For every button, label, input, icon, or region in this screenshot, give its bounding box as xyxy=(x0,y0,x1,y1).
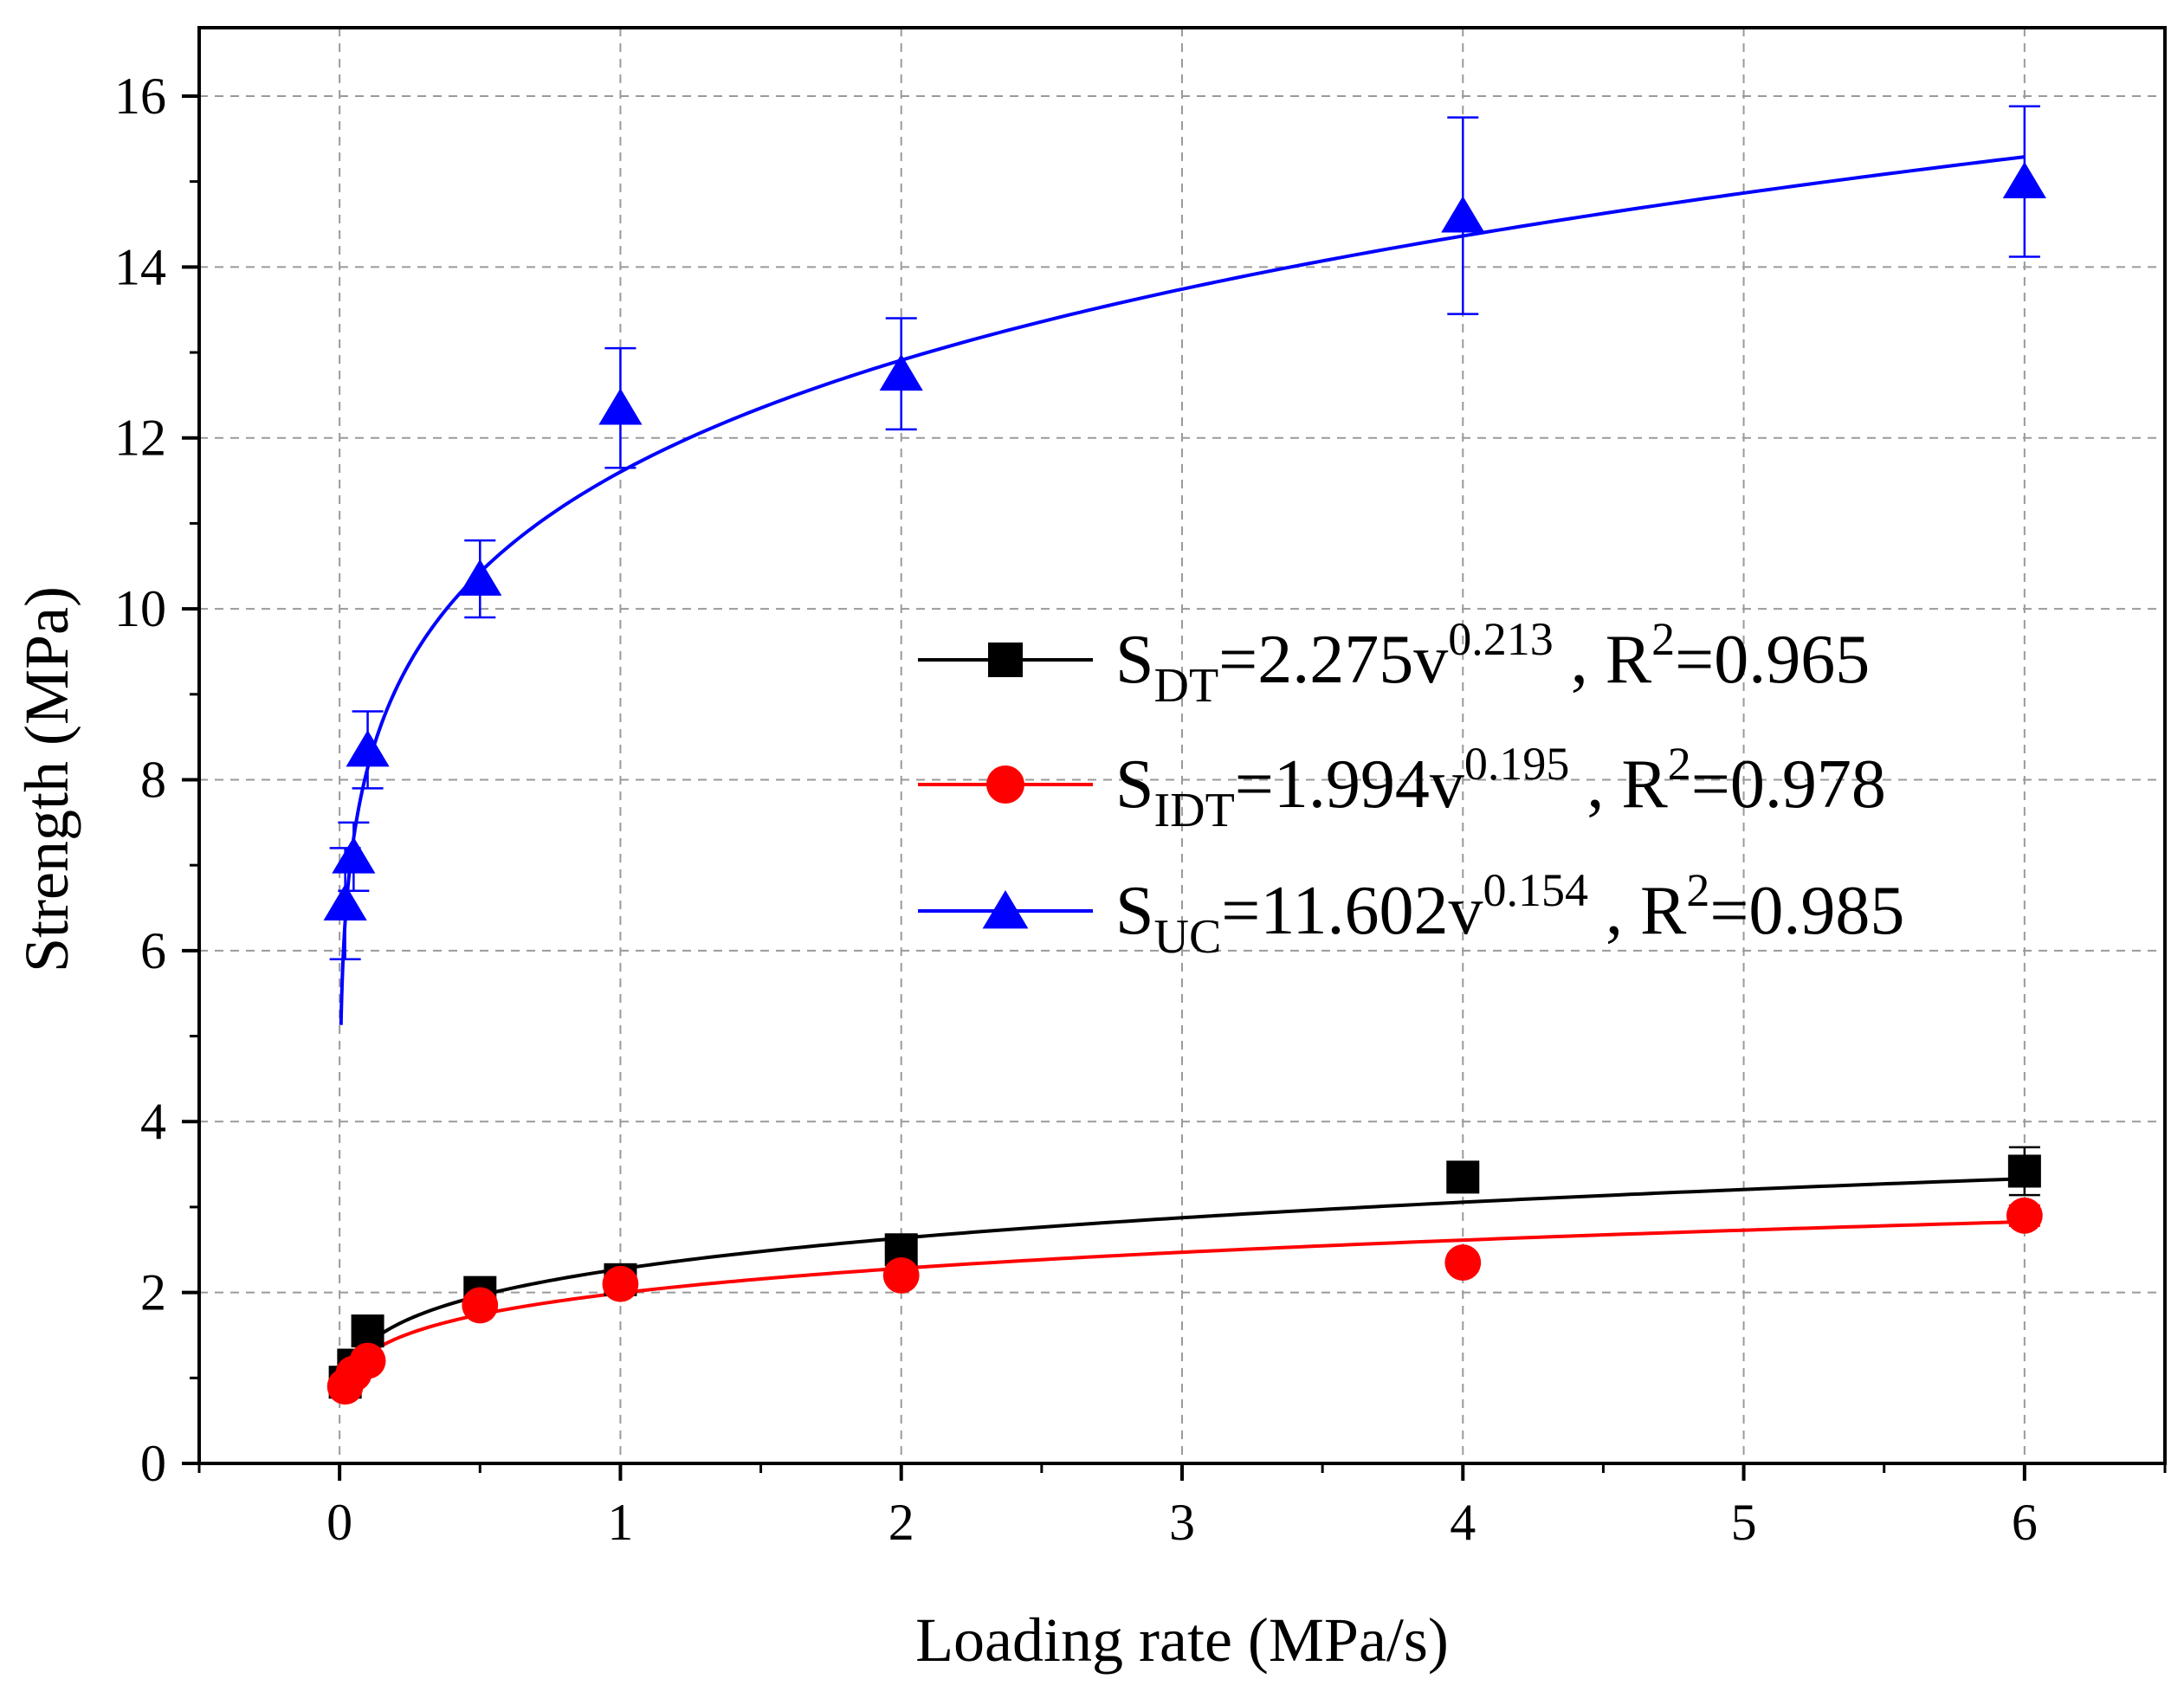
point-suc xyxy=(458,559,502,596)
legend-label-sidt: SIDT=1.994v0.195 , R2=0.978 xyxy=(1115,738,1886,837)
legend-marker-sdt xyxy=(988,643,1023,677)
fit-curve-sdt xyxy=(339,1177,2025,1401)
fit-curves xyxy=(339,155,2026,1404)
y-tick-label: 4 xyxy=(140,1093,166,1150)
legend-label-sdt: SDT=2.275v0.213 , R2=0.965 xyxy=(1115,613,1870,713)
x-tick-label: 0 xyxy=(326,1494,352,1551)
data-markers xyxy=(323,161,2046,1405)
y-tick-label: 12 xyxy=(114,410,166,467)
y-tick-label: 16 xyxy=(114,68,166,125)
legend-label-suc: SUC=11.602v0.154 , R2=0.985 xyxy=(1115,864,1904,964)
point-sdt xyxy=(2007,1154,2041,1188)
legend: SDT=2.275v0.213 , R2=0.965 SIDT=1.994v0.1… xyxy=(918,613,1904,964)
y-tick-label: 14 xyxy=(114,238,166,295)
x-tick-label: 1 xyxy=(607,1494,633,1551)
x-axis-title: Loading rate (MPa/s) xyxy=(915,1605,1449,1675)
point-sidt xyxy=(462,1287,499,1324)
point-suc xyxy=(2002,161,2046,199)
point-suc xyxy=(323,883,367,920)
legend-marker-suc xyxy=(982,890,1029,929)
x-tick-label: 6 xyxy=(2012,1494,2038,1551)
grid-layer xyxy=(199,28,2165,1463)
point-suc xyxy=(598,388,643,425)
point-sidt xyxy=(882,1256,920,1294)
y-tick-label: 2 xyxy=(140,1264,166,1321)
point-suc xyxy=(1441,196,1485,233)
fit-curve-suc xyxy=(339,155,2026,1025)
y-tick-label: 8 xyxy=(140,751,166,808)
point-sdt xyxy=(1446,1160,1480,1194)
point-sidt xyxy=(602,1265,639,1302)
x-tick-label: 2 xyxy=(888,1494,914,1551)
legend-marker-sidt xyxy=(986,765,1024,804)
y-tick-label: 6 xyxy=(140,922,166,979)
point-sidt xyxy=(349,1342,386,1379)
point-suc xyxy=(346,730,390,767)
fit-curve-sidt xyxy=(339,1219,2025,1404)
point-sidt xyxy=(1444,1244,1482,1281)
y-tick-label: 0 xyxy=(140,1435,166,1492)
point-suc xyxy=(879,353,923,391)
y-tick-label: 10 xyxy=(114,580,166,637)
x-tick-label: 3 xyxy=(1169,1494,1195,1551)
point-sidt xyxy=(2006,1197,2043,1234)
x-tick-label: 5 xyxy=(1731,1494,1757,1551)
point-suc xyxy=(332,836,376,874)
point-sdt xyxy=(351,1314,384,1348)
y-axis-title: Strength (MPa) xyxy=(12,586,81,972)
x-tick-label: 4 xyxy=(1450,1494,1476,1551)
